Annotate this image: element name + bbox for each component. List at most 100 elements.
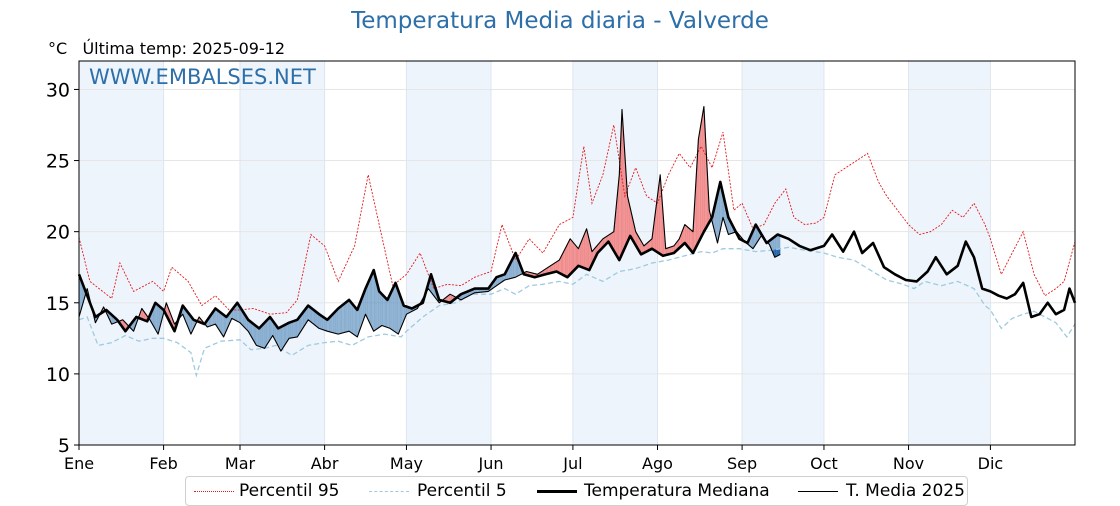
anomaly-below-fill — [364, 288, 366, 318]
anomaly-below-fill — [193, 319, 195, 329]
anomaly-above-fill — [579, 242, 582, 267]
anomaly-above-fill — [571, 240, 573, 273]
anomaly-above-fill — [570, 238, 572, 275]
y-tick-label: 15 — [46, 293, 70, 315]
anomaly-below-fill — [260, 325, 262, 348]
anomaly-below-fill — [248, 319, 250, 334]
anomaly-below-fill — [310, 307, 313, 324]
anomaly-below-fill — [294, 320, 296, 338]
unit-label: °C — [48, 39, 68, 58]
anomaly-above-fill — [617, 174, 620, 261]
anomaly-below-fill — [385, 298, 388, 328]
anomaly-above-fill — [555, 261, 557, 272]
anomaly-below-fill — [234, 304, 236, 321]
anomaly-below-fill — [406, 306, 408, 315]
anomaly-below-fill — [325, 318, 328, 332]
anomaly-below-fill — [290, 321, 292, 339]
p95-line — [78, 124, 1076, 315]
anomaly-above-fill — [656, 196, 658, 253]
anomaly-above-fill — [583, 232, 586, 269]
legend-2025-label: T. Media 2025 — [846, 481, 965, 501]
anomaly-below-fill — [218, 310, 220, 331]
anomaly-above-fill — [559, 257, 561, 274]
anomaly-below-fill — [342, 304, 344, 333]
anomaly-below-fill — [357, 306, 359, 337]
anomaly-below-fill — [264, 321, 266, 349]
anomaly-below-fill — [339, 306, 341, 334]
chart-title: Temperatura Media diaria - Valverde — [351, 8, 769, 34]
anomaly-above-fill — [694, 185, 696, 251]
anomaly-below-fill — [313, 309, 316, 326]
legend-p95-swatch — [194, 491, 234, 492]
anomaly-above-fill — [669, 246, 672, 255]
x-tick-label: May — [390, 454, 423, 473]
anomaly-above-fill — [572, 242, 575, 272]
anomaly-below-fill — [400, 298, 403, 328]
anomaly-below-fill — [501, 274, 504, 282]
anomaly-below-fill — [379, 291, 381, 328]
anomaly-below-fill — [399, 294, 401, 331]
anomaly-above-fill — [643, 244, 646, 253]
anomaly-below-fill — [396, 286, 399, 335]
anomaly-below-fill — [81, 281, 84, 308]
x-tick-label: Jun — [478, 454, 504, 473]
anomaly-below-fill — [497, 276, 500, 285]
anomaly-above-fill — [546, 267, 549, 274]
anomaly-above-fill — [665, 248, 668, 256]
anomaly-above-fill — [691, 230, 693, 253]
anomaly-above-fill — [143, 310, 145, 321]
below-p5-fill — [774, 249, 777, 258]
anomaly-below-fill — [189, 314, 191, 335]
anomaly-below-fill — [717, 187, 719, 244]
anomaly-below-fill — [718, 181, 721, 237]
anomaly-above-fill — [671, 246, 673, 254]
anomaly-below-fill — [383, 295, 385, 327]
anomaly-above-fill — [566, 244, 568, 278]
x-axis-ticks: Ene Feb Mar Abr May Jun Jul Ago Sep Oct Nov Dic — [64, 445, 1003, 473]
anomaly-above-fill — [551, 264, 553, 273]
month-shade-band — [742, 61, 824, 445]
anomaly-below-fill — [289, 322, 291, 339]
anomaly-below-fill — [387, 297, 389, 328]
anomaly-above-fill — [612, 231, 614, 251]
anomaly-below-fill — [216, 309, 219, 329]
anomaly-below-fill — [350, 301, 352, 334]
anomaly-above-fill — [556, 261, 558, 273]
anomaly-below-fill — [511, 258, 513, 279]
t2025-line — [78, 105, 781, 352]
anomaly-above-fill — [672, 245, 674, 254]
anomaly-above-fill — [548, 266, 550, 274]
anomaly-below-fill — [354, 306, 356, 336]
anomaly-above-fill — [563, 249, 565, 276]
anomaly-below-fill — [250, 321, 253, 339]
month-shading — [79, 61, 991, 445]
anomaly-above-fill — [552, 263, 554, 273]
legend-p5-swatch — [369, 491, 409, 492]
anomaly-below-fill — [156, 303, 159, 335]
anomaly-below-fill — [261, 324, 264, 348]
anomaly-below-fill — [241, 309, 243, 326]
anomaly-below-fill — [331, 314, 333, 333]
anomaly-below-fill — [360, 299, 362, 330]
anomaly-below-fill — [268, 317, 271, 342]
anomaly-below-fill — [278, 327, 280, 349]
anomaly-below-fill — [301, 312, 303, 331]
anomaly-above-fill — [682, 228, 684, 246]
anomaly-above-fill — [587, 234, 590, 271]
anomaly-above-fill — [683, 224, 685, 245]
anomaly-above-fill — [574, 243, 576, 271]
anomaly-below-fill — [499, 275, 501, 284]
anomaly-below-fill — [716, 193, 718, 244]
anomaly-below-fill — [300, 314, 302, 333]
anomaly-below-fill — [154, 302, 156, 330]
anomaly-below-fill — [376, 280, 378, 330]
anomaly-above-fill — [561, 252, 564, 276]
x-tick-label: Jul — [562, 454, 582, 473]
x-tick-label: Feb — [149, 454, 177, 473]
anomaly-below-fill — [255, 325, 257, 346]
anomaly-below-fill — [291, 321, 294, 338]
anomaly-below-fill — [392, 285, 395, 332]
x-tick-label: Oct — [810, 454, 838, 473]
anomaly-above-fill — [647, 241, 650, 251]
